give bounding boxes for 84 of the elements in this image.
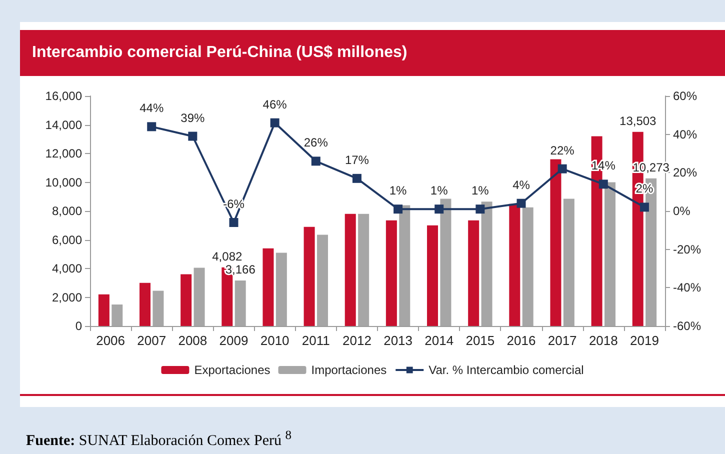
bar [509, 204, 520, 326]
bar [481, 202, 492, 326]
point [147, 122, 156, 132]
bar [563, 198, 574, 326]
bar [276, 252, 287, 326]
point [598, 180, 608, 189]
x-tick-label: 2010 [260, 333, 290, 348]
bar [358, 214, 370, 326]
x-tick-label: 2012 [342, 333, 372, 348]
y-tick-label: 8,000 [52, 204, 82, 218]
bar [304, 226, 315, 326]
data-label: 1% [389, 184, 408, 198]
data-label: 1% [430, 184, 448, 198]
data-label: 4% [512, 178, 530, 192]
y2-tick-label: -20% [673, 242, 702, 256]
bar [98, 294, 110, 326]
point [434, 204, 444, 214]
data-label: 1% [472, 184, 490, 198]
bar [550, 159, 562, 326]
bar [316, 234, 328, 326]
x-tick-label: 2008 [178, 333, 208, 348]
bar [427, 225, 438, 326]
y2-tick-label: 40% [673, 127, 698, 142]
x-tick-label: 2013 [384, 333, 412, 348]
y2-tick-label: -40% [673, 280, 702, 295]
legend-label: Exportaciones [194, 363, 270, 377]
point [229, 218, 238, 227]
bar [440, 198, 452, 326]
y-tick-label: 16,000 [45, 89, 82, 103]
point [640, 202, 649, 212]
point [476, 204, 485, 214]
data-label: 39% [180, 110, 206, 125]
data-label: 44% [140, 101, 164, 116]
bar [604, 182, 616, 326]
bar [399, 205, 410, 326]
x-tick-label: 2019 [630, 333, 659, 348]
data-label: 13,503 [620, 114, 657, 128]
x-tick-label: 2009 [219, 333, 248, 348]
point [188, 132, 198, 141]
bar [344, 214, 356, 326]
point [311, 156, 320, 166]
point [394, 204, 403, 214]
chart-title: Intercambio comercial Perú-China (US$ millones) [20, 30, 725, 76]
data-label: 4,082 [212, 249, 242, 264]
y-tick-label: 6,000 [52, 232, 82, 247]
point [558, 164, 567, 174]
bar [262, 248, 274, 326]
bar [386, 220, 397, 326]
legend-label: Importaciones [311, 363, 387, 377]
bar [112, 304, 123, 326]
y-tick-label: 10,000 [45, 175, 82, 190]
data-label: 17% [344, 152, 370, 167]
legend-label: Var. % Intercambio comercial [428, 363, 584, 377]
x-tick-label: 2015 [466, 333, 495, 348]
x-tick-label: 2011 [302, 333, 330, 348]
bar [468, 220, 480, 326]
y2-tick-label: 20% [673, 166, 698, 180]
data-label: 26% [304, 136, 328, 150]
point [270, 118, 280, 128]
y2-tick-label: 0% [673, 204, 691, 218]
x-tick-label: 2017 [548, 333, 577, 348]
x-tick-label: 2006 [96, 333, 125, 348]
point [352, 174, 362, 183]
y2-tick-label: 60% [673, 89, 698, 103]
bar [194, 268, 205, 326]
x-tick-label: 2018 [588, 333, 618, 348]
x-tick-label: 2007 [137, 333, 166, 348]
y-tick-label: 4,000 [52, 262, 82, 276]
bar [180, 274, 192, 326]
x-tick-label: 2014 [424, 333, 454, 348]
text: Fuente: SUNAT Elaboración Comex Perú $^{8}$ [26, 428, 292, 450]
point [516, 198, 526, 208]
data-label: 22% [550, 143, 575, 158]
y2-tick-label: -60% [673, 319, 702, 333]
y-tick-label: 0 [75, 319, 82, 333]
bar [152, 290, 164, 326]
bar [140, 282, 151, 326]
bar [234, 280, 246, 326]
data-label: 46% [262, 97, 288, 112]
x-tick-label: 2016 [506, 333, 536, 348]
y-tick-label: 2,000 [52, 290, 82, 304]
y-tick-label: 14,000 [45, 118, 82, 132]
y-tick-label: 12,000 [45, 146, 82, 160]
bar [522, 207, 534, 326]
